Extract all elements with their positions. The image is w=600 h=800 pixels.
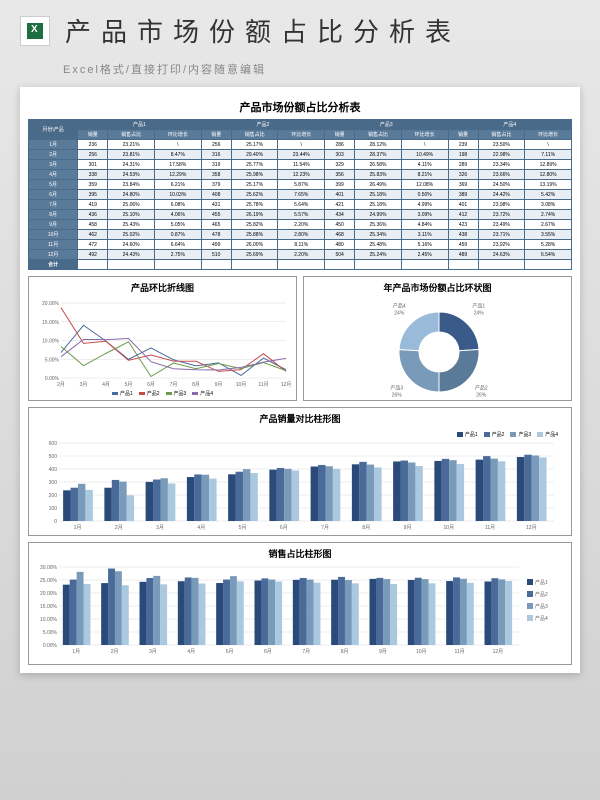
svg-text:产品4: 产品4: [393, 303, 406, 310]
svg-text:6月: 6月: [280, 525, 288, 531]
svg-text:12月: 12月: [281, 382, 292, 388]
spreadsheet-page: 产品市场份额占比分析表 月份\产品产品1产品2产品3产品4销量销售占比环比增长销…: [20, 87, 580, 673]
svg-text:3月: 3月: [156, 525, 164, 531]
svg-text:26%: 26%: [476, 393, 487, 399]
svg-text:产品2: 产品2: [535, 591, 548, 598]
svg-text:11月: 11月: [485, 525, 495, 531]
svg-text:0.00%: 0.00%: [43, 643, 58, 649]
svg-text:20.00%: 20.00%: [40, 591, 58, 597]
header: 产品市场份额占比分析表: [0, 0, 600, 61]
svg-text:3月: 3月: [149, 649, 157, 655]
donut-chart: 年产品市场份额占比环状图 产品124%产品226%产品326%产品424%: [303, 276, 572, 401]
svg-text:10月: 10月: [236, 382, 247, 388]
svg-text:8月: 8月: [341, 649, 349, 655]
svg-text:4月: 4月: [197, 525, 205, 531]
svg-text:1月: 1月: [72, 649, 80, 655]
svg-text:产品3: 产品3: [535, 603, 548, 610]
svg-text:25.00%: 25.00%: [40, 578, 58, 584]
svg-text:15.00%: 15.00%: [42, 320, 60, 326]
svg-text:11月: 11月: [258, 382, 268, 388]
svg-text:6月: 6月: [147, 382, 155, 388]
svg-text:12月: 12月: [493, 649, 504, 655]
svg-text:8月: 8月: [192, 382, 200, 388]
svg-text:2月: 2月: [115, 525, 123, 531]
svg-text:300: 300: [49, 480, 58, 486]
svg-text:5月: 5月: [239, 525, 247, 531]
svg-text:200: 200: [49, 493, 58, 499]
svg-text:100: 100: [49, 506, 58, 512]
svg-text:2月: 2月: [111, 649, 119, 655]
svg-text:5月: 5月: [125, 382, 133, 388]
svg-text:9月: 9月: [215, 382, 223, 388]
svg-text:10.00%: 10.00%: [42, 339, 60, 345]
svg-text:6月: 6月: [264, 649, 272, 655]
svg-text:26%: 26%: [392, 393, 403, 399]
svg-text:0: 0: [54, 519, 57, 525]
svg-text:10月: 10月: [444, 525, 455, 531]
svg-text:8月: 8月: [362, 525, 370, 531]
svg-text:24%: 24%: [474, 311, 485, 317]
subtitle: Excel格式/直接打印/内容随意编辑: [0, 61, 600, 87]
svg-text:产品3: 产品3: [390, 385, 403, 392]
svg-text:产品1: 产品1: [472, 303, 485, 310]
svg-text:产品1: 产品1: [535, 579, 548, 586]
svg-text:2月: 2月: [57, 382, 65, 388]
bar-chart-ratio: 销售占比柱形图 0.00%5.00%10.00%15.00%20.00%25.0…: [28, 542, 572, 665]
svg-text:400: 400: [49, 467, 58, 473]
svg-text:15.00%: 15.00%: [40, 604, 58, 610]
svg-text:产品2: 产品2: [475, 385, 488, 392]
excel-icon: [20, 16, 50, 46]
svg-text:4月: 4月: [187, 649, 195, 655]
svg-text:7月: 7月: [321, 525, 329, 531]
svg-text:5.00%: 5.00%: [45, 357, 60, 363]
svg-text:9月: 9月: [379, 649, 387, 655]
svg-text:600: 600: [49, 441, 58, 447]
svg-text:30.00%: 30.00%: [40, 565, 58, 571]
svg-text:7月: 7月: [170, 382, 178, 388]
svg-text:10月: 10月: [416, 649, 427, 655]
svg-text:7月: 7月: [302, 649, 310, 655]
svg-text:20.00%: 20.00%: [42, 301, 60, 307]
svg-text:11月: 11月: [454, 649, 464, 655]
svg-text:24%: 24%: [394, 311, 405, 317]
svg-text:产品4: 产品4: [535, 615, 548, 622]
svg-text:9月: 9月: [404, 525, 412, 531]
svg-text:500: 500: [49, 454, 58, 460]
svg-text:1月: 1月: [74, 525, 82, 531]
sheet-title: 产品市场份额占比分析表: [28, 95, 572, 119]
svg-text:5.00%: 5.00%: [43, 630, 58, 636]
svg-text:3月: 3月: [80, 382, 88, 388]
svg-text:4月: 4月: [102, 382, 110, 388]
line-chart: 产品环比折线图 0.00%5.00%10.00%15.00%20.00%2月3月…: [28, 276, 297, 401]
bar-chart-sales: 产品销量对比柱形图 产品1产品2产品3产品4 01002003004005006…: [28, 407, 572, 536]
svg-text:12月: 12月: [526, 525, 537, 531]
main-title: 产品市场份额占比分析表: [65, 12, 461, 49]
data-table: 月份\产品产品1产品2产品3产品4销量销售占比环比增长销量销售占比环比增长销量销…: [28, 119, 572, 270]
svg-text:10.00%: 10.00%: [40, 617, 58, 623]
svg-text:5月: 5月: [226, 649, 234, 655]
